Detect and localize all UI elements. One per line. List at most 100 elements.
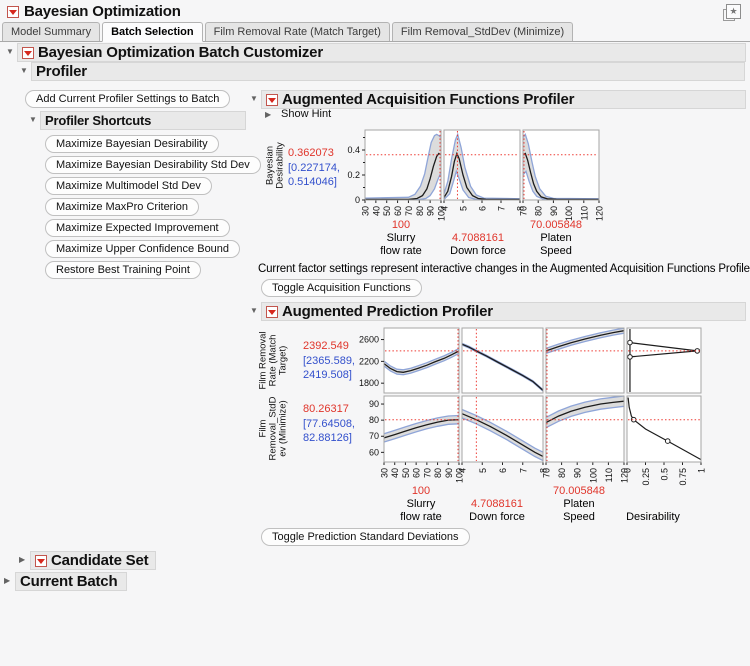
outline-prediction-profiler: Augmented Prediction Profiler <box>261 302 746 321</box>
svg-text:80: 80 <box>433 468 443 478</box>
svg-text:0: 0 <box>355 195 360 205</box>
outline-profiler-shortcuts: Profiler Shortcuts <box>40 111 246 130</box>
shortcut-max-bayesian-desirability[interactable]: Maximize Bayesian Desirability <box>45 135 219 153</box>
red-triangle-icon[interactable] <box>266 305 278 318</box>
shortcut-max-multimodel-stddev[interactable]: Maximize Multimodel Std Dev <box>45 177 212 195</box>
svg-text:70: 70 <box>542 468 552 478</box>
svg-text:40: 40 <box>390 468 400 478</box>
outline-title: Profiler <box>36 63 87 80</box>
toggle-prediction-stddev-button[interactable]: Toggle Prediction Standard Deviations <box>261 528 470 546</box>
toggle-acquisition-functions-button[interactable]: Toggle Acquisition Functions <box>261 279 422 297</box>
factor-slurry-flow-rate[interactable]: 100 Slurry flow rate <box>400 485 442 523</box>
shortcut-max-bayesian-desirability-stddev[interactable]: Maximize Bayesian Desirability Std Dev <box>45 156 261 174</box>
tab-model-summary[interactable]: Model Summary <box>2 22 101 41</box>
show-hint-triangle[interactable]: ▶ <box>265 110 272 119</box>
svg-text:70: 70 <box>422 468 432 478</box>
svg-text:8: 8 <box>539 468 549 473</box>
svg-text:0.75: 0.75 <box>678 468 688 486</box>
svg-text:40: 40 <box>371 206 381 216</box>
svg-text:70: 70 <box>369 431 379 441</box>
window-star-icon[interactable]: ★ <box>723 4 741 21</box>
svg-text:0.4: 0.4 <box>347 145 360 155</box>
factor-slurry-flow-rate[interactable]: 100 Slurry flow rate <box>380 219 422 257</box>
svg-text:80: 80 <box>415 206 425 216</box>
row2-ci-line1: [77.64508, <box>303 417 355 430</box>
expand-triangle-candidate-set[interactable]: ▶ <box>19 555 26 564</box>
row2-ci-line2: 82.88126] <box>303 432 352 444</box>
acquisition-current-values: 0.362073 [0.227174, 0.514046] <box>288 146 340 190</box>
shortcut-max-upper-confidence-bound[interactable]: Maximize Upper Confidence Bound <box>45 240 241 258</box>
svg-text:90: 90 <box>426 206 436 216</box>
desirability-label: Desirability <box>626 511 680 523</box>
shortcut-max-maxpro-criterion[interactable]: Maximize MaxPro Criterion <box>45 198 200 216</box>
svg-text:2200: 2200 <box>359 356 379 366</box>
shortcut-max-expected-improvement[interactable]: Maximize Expected Improvement <box>45 219 230 237</box>
red-triangle-icon[interactable] <box>266 93 278 106</box>
outline-candidate-set: Candidate Set <box>30 551 156 570</box>
svg-text:90: 90 <box>573 468 583 478</box>
show-hint-label[interactable]: Show Hint <box>281 108 332 120</box>
factor-down-force[interactable]: 4.7088161 Down force <box>450 232 506 257</box>
tab-film-removal-stddev[interactable]: Film Removal_StdDev (Minimize) <box>391 22 574 41</box>
collapse-triangle-profiler[interactable]: ▼ <box>20 66 28 75</box>
collapse-triangle-acquisition[interactable]: ▼ <box>250 94 258 103</box>
factor-platen-speed[interactable]: 70.005848 Platen Speed <box>553 485 605 523</box>
svg-text:120: 120 <box>620 468 630 483</box>
outline-batch-customizer: Bayesian Optimization Batch Customizer <box>17 43 746 62</box>
svg-text:1800: 1800 <box>359 378 379 388</box>
outline-acquisition-profiler: Augmented Acquisition Functions Profiler <box>261 90 746 109</box>
svg-text:50: 50 <box>382 206 392 216</box>
desirability-ci-line1: [0.227174, <box>288 161 340 174</box>
svg-text:90: 90 <box>444 468 454 478</box>
svg-text:50: 50 <box>401 468 411 478</box>
svg-text:110: 110 <box>604 468 614 482</box>
svg-text:80: 80 <box>369 415 379 425</box>
factor-down-force[interactable]: 4.7088161 Down force <box>469 498 525 523</box>
svg-text:120: 120 <box>595 206 605 221</box>
outline-title: Augmented Prediction Profiler <box>282 303 493 320</box>
svg-text:90: 90 <box>549 206 559 216</box>
collapse-triangle-shortcuts[interactable]: ▼ <box>29 115 37 124</box>
svg-text:8: 8 <box>516 206 526 211</box>
row1-ci-line1: [2365.589, <box>303 354 355 367</box>
svg-text:30: 30 <box>380 468 390 478</box>
outline-title: Profiler Shortcuts <box>45 113 152 128</box>
svg-text:100: 100 <box>564 206 574 221</box>
row1-ci-line2: 2419.508] <box>303 369 352 381</box>
red-triangle-icon[interactable] <box>22 46 34 59</box>
shortcut-restore-best-training-point[interactable]: Restore Best Training Point <box>45 261 201 279</box>
svg-text:5: 5 <box>459 206 469 211</box>
outline-title: Candidate Set <box>51 552 149 569</box>
svg-text:0.2: 0.2 <box>347 170 360 180</box>
svg-text:1: 1 <box>697 468 707 473</box>
svg-text:60: 60 <box>412 468 422 478</box>
prediction-row1-values: 2392.549 [2365.589, 2419.508] <box>303 339 355 383</box>
outline-profiler: Profiler <box>31 62 745 81</box>
svg-text:100: 100 <box>437 206 447 221</box>
svg-text:6: 6 <box>478 206 488 211</box>
svg-text:100: 100 <box>588 468 598 483</box>
acquisition-note: Current factor settings represent intera… <box>258 263 750 275</box>
svg-text:30: 30 <box>361 206 371 216</box>
red-triangle-icon[interactable] <box>35 554 47 567</box>
factor-platen-speed[interactable]: 70.005848 Platen Speed <box>530 219 582 257</box>
prediction-row2-values: 80.26317 [77.64508, 82.88126] <box>303 402 355 446</box>
current-desirability-value: 0.362073 <box>288 147 334 159</box>
tab-film-removal-rate[interactable]: Film Removal Rate (Match Target) <box>204 22 390 41</box>
collapse-triangle-customizer[interactable]: ▼ <box>6 47 14 56</box>
svg-text:5: 5 <box>478 468 488 473</box>
svg-text:70: 70 <box>519 206 529 216</box>
svg-text:4: 4 <box>458 468 468 473</box>
expand-triangle-current-batch[interactable]: ▶ <box>4 576 11 585</box>
add-settings-button[interactable]: Add Current Profiler Settings to Batch <box>25 90 231 108</box>
red-triangle-icon[interactable] <box>7 5 19 23</box>
tab-batch-selection[interactable]: Batch Selection <box>102 22 203 42</box>
outline-title: Current Batch <box>20 573 118 590</box>
collapse-triangle-prediction[interactable]: ▼ <box>250 306 258 315</box>
svg-text:70: 70 <box>404 206 414 216</box>
svg-text:0.5: 0.5 <box>660 468 670 481</box>
svg-text:60: 60 <box>369 447 379 457</box>
svg-text:90: 90 <box>369 399 379 409</box>
